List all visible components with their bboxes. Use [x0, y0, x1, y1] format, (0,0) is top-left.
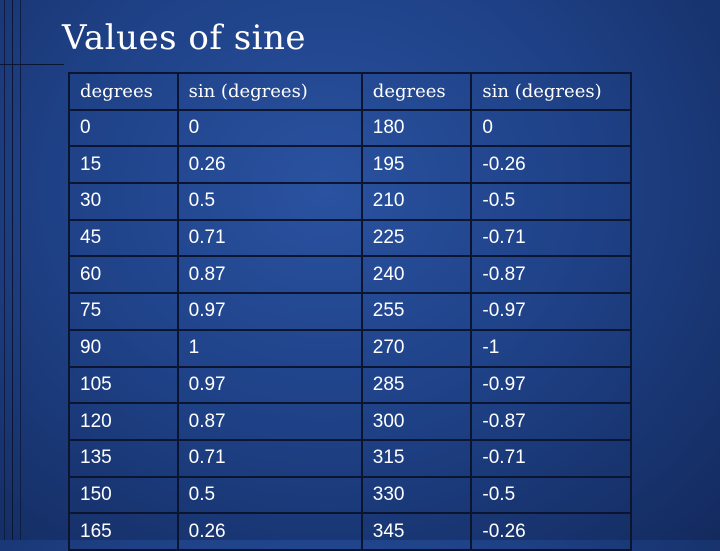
cell-sin: -0.5: [470, 475, 632, 515]
cell-degrees: 345: [360, 512, 473, 551]
cell-sin: -0.87: [470, 402, 632, 441]
cell-sin: -0.87: [470, 255, 632, 295]
slide-title: Values of sine: [62, 18, 307, 58]
cell-degrees: 195: [360, 145, 473, 185]
cell-sin: 1: [176, 328, 363, 368]
table-body: 0 0 180 0 15 0.26 195 -0.26 30 0.5 210 -0.5 45 0.71 22…: [68, 108, 632, 551]
cell-degrees: 75: [68, 292, 179, 331]
cell-degrees: 60: [68, 255, 179, 295]
cell-sin: 0.87: [176, 402, 363, 441]
cell-degrees: 285: [360, 365, 473, 405]
cell-sin: -0.71: [470, 218, 632, 258]
decorative-line: [20, 0, 21, 540]
header-degrees: degrees: [68, 72, 179, 111]
cell-degrees: 15: [68, 145, 179, 185]
header-sin: sin (degrees): [176, 72, 363, 111]
header-sin: sin (degrees): [470, 72, 632, 111]
sine-values-table: degrees sin (degrees) degrees sin (degre…: [68, 72, 632, 551]
table-row: 165 0.26 345 -0.26: [68, 512, 632, 551]
cell-sin: 0.87: [176, 255, 363, 295]
cell-degrees: 330: [360, 475, 473, 515]
table-row: 150 0.5 330 -0.5: [68, 475, 632, 515]
cell-sin: -0.26: [470, 145, 632, 185]
table-row: 45 0.71 225 -0.71: [68, 218, 632, 258]
cell-sin: 0.97: [176, 365, 363, 405]
decorative-line: [12, 0, 13, 540]
cell-sin: 0: [470, 108, 632, 148]
table-row: 60 0.87 240 -0.87: [68, 255, 632, 295]
cell-degrees: 270: [360, 328, 473, 368]
cell-degrees: 255: [360, 292, 473, 331]
cell-degrees: 45: [68, 218, 179, 258]
cell-sin: -0.97: [470, 292, 632, 331]
cell-sin: 0: [176, 108, 363, 148]
cell-degrees: 165: [68, 512, 179, 551]
cell-sin: -0.5: [470, 182, 632, 221]
cell-degrees: 120: [68, 402, 179, 441]
cell-degrees: 150: [68, 475, 179, 515]
cell-degrees: 135: [68, 438, 179, 478]
table-row: 120 0.87 300 -0.87: [68, 402, 632, 441]
table-header-row: degrees sin (degrees) degrees sin (degre…: [68, 72, 632, 111]
cell-sin: 0.26: [176, 145, 363, 185]
cell-sin: 0.71: [176, 438, 363, 478]
cell-degrees: 30: [68, 182, 179, 221]
header-degrees: degrees: [360, 72, 473, 111]
cell-degrees: 300: [360, 402, 473, 441]
cell-degrees: 0: [68, 108, 179, 148]
cell-sin: 0.71: [176, 218, 363, 258]
decorative-line: [0, 64, 64, 65]
cell-degrees: 180: [360, 108, 473, 148]
cell-sin: -0.26: [470, 512, 632, 551]
table-row: 90 1 270 -1: [68, 328, 632, 368]
cell-sin: -0.71: [470, 438, 632, 478]
cell-degrees: 315: [360, 438, 473, 478]
table-row: 30 0.5 210 -0.5: [68, 182, 632, 221]
cell-sin: -0.97: [470, 365, 632, 405]
table-row: 105 0.97 285 -0.97: [68, 365, 632, 405]
cell-degrees: 90: [68, 328, 179, 368]
table-row: 0 0 180 0: [68, 108, 632, 148]
table-row: 15 0.26 195 -0.26: [68, 145, 632, 185]
cell-sin: 0.26: [176, 512, 363, 551]
cell-degrees: 240: [360, 255, 473, 295]
cell-sin: -1: [470, 328, 632, 368]
cell-sin: 0.97: [176, 292, 363, 331]
cell-degrees: 105: [68, 365, 179, 405]
table-row: 75 0.97 255 -0.97: [68, 292, 632, 331]
decorative-line: [4, 0, 5, 540]
cell-degrees: 210: [360, 182, 473, 221]
cell-sin: 0.5: [176, 182, 363, 221]
cell-sin: 0.5: [176, 475, 363, 515]
table-row: 135 0.71 315 -0.71: [68, 438, 632, 478]
cell-degrees: 225: [360, 218, 473, 258]
